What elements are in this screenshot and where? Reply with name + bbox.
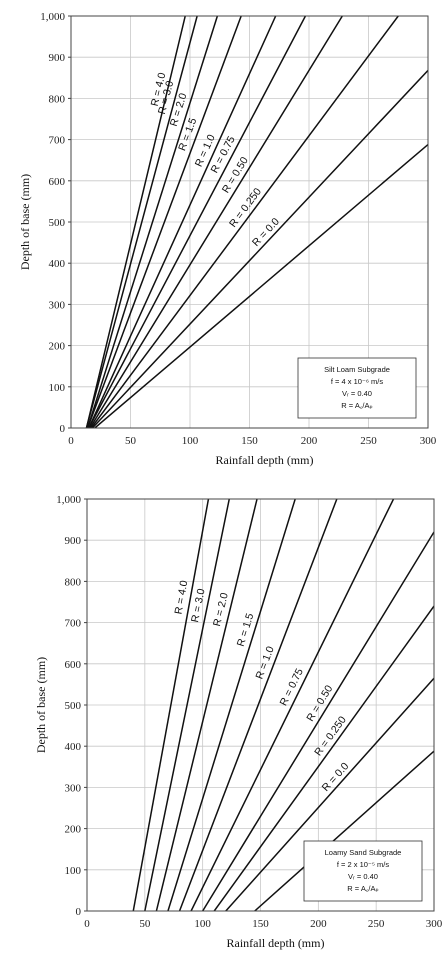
annotation-line: Vᵣ = 0.40 <box>342 389 372 398</box>
x-tick-label: 50 <box>125 435 137 447</box>
y-tick-label: 1,000 <box>56 494 81 506</box>
series-line <box>86 16 219 428</box>
y-tick-label: 900 <box>65 535 82 547</box>
series-label: R = 0.250 <box>227 186 264 230</box>
series-label: R = 0.250 <box>312 714 349 758</box>
series-line <box>89 16 343 428</box>
x-tick-label: 150 <box>241 435 258 447</box>
y-tick-label: 600 <box>65 659 82 671</box>
series-label: R = 1.0 <box>253 644 276 680</box>
series-line <box>88 16 307 428</box>
y-tick-label: 100 <box>65 865 82 877</box>
y-tick-label: 200 <box>65 824 82 836</box>
y-tick-label: 1,000 <box>40 11 65 23</box>
annotation-box-frame <box>303 840 423 902</box>
series-line <box>88 16 277 428</box>
annotation-line: R = A꜀/Aₚ <box>347 884 378 893</box>
annotation-line: f = 4 x 10⁻⁶ m/s <box>331 377 384 386</box>
series-label: R = 2.0 <box>211 591 231 627</box>
y-tick-label: 100 <box>49 382 66 394</box>
chart-panel-2: 0 50 100 150 200 250 300 0 100 200 300 400 500 600 700… <box>34 494 443 950</box>
series-line <box>91 69 428 428</box>
series-line <box>202 531 434 911</box>
y-tick-label: 300 <box>65 782 82 794</box>
x-axis-title: Rainfall depth (mm) <box>216 453 314 467</box>
series-line <box>132 499 210 911</box>
plot-frame <box>86 498 435 912</box>
x-tick-label: 0 <box>84 918 90 930</box>
x-tick-label: 100 <box>194 918 211 930</box>
series-line <box>144 499 231 911</box>
y-tick-label: 800 <box>65 576 82 588</box>
x-tick-label: 0 <box>68 435 74 447</box>
y-tick-label: 800 <box>49 93 66 105</box>
y-tick-label: 400 <box>65 741 82 753</box>
plot-frame <box>70 15 429 429</box>
annotation-line: Loamy Sand Subgrade <box>325 848 402 857</box>
series-line <box>86 16 242 428</box>
annotation-line: Silt Loam Subgrade <box>324 365 390 374</box>
y-tick-label: 200 <box>49 341 66 353</box>
series-label: R = 1.5 <box>235 612 257 648</box>
x-tick-label: 250 <box>360 435 377 447</box>
annotation-line: Vᵣ = 0.40 <box>348 872 378 881</box>
series-group <box>85 16 428 428</box>
x-tick-label: 250 <box>368 918 385 930</box>
series-line <box>85 16 186 428</box>
x-tick-label: 50 <box>139 918 151 930</box>
y-axis-title: Depth of base (mm) <box>34 657 48 753</box>
y-tick-label: 700 <box>65 618 82 630</box>
annotation-box: Loamy Sand Subgrade f = 2 x 10⁻⁵ m/s Vᵣ = … <box>303 840 423 902</box>
x-tick-label: 100 <box>182 435 199 447</box>
y-tick-label: 900 <box>49 52 66 64</box>
series-line <box>190 499 395 911</box>
annotation-line: f = 2 x 10⁻⁵ m/s <box>337 860 390 869</box>
y-tick-label: 700 <box>49 135 66 147</box>
annotation-box: Silt Loam Subgrade f = 4 x 10⁻⁶ m/s Vᵣ = 0… <box>297 357 417 419</box>
x-tick-label: 300 <box>426 918 443 930</box>
series-line <box>254 750 434 911</box>
series-line <box>213 605 434 911</box>
series-line <box>90 16 399 428</box>
series-line <box>85 16 198 428</box>
annotation-box-frame <box>297 357 417 419</box>
x-axis-title: Rainfall depth (mm) <box>227 936 325 950</box>
x-tick-label: 300 <box>420 435 437 447</box>
series-line <box>178 499 338 911</box>
x-tick-label: 200 <box>310 918 327 930</box>
series-line <box>94 143 428 428</box>
x-tick-label: 200 <box>301 435 318 447</box>
series-line <box>167 499 296 911</box>
annotation-line: R = A꜀/Aₚ <box>341 401 372 410</box>
y-tick-label: 500 <box>65 700 82 712</box>
y-tick-label: 400 <box>49 258 66 270</box>
y-tick-label: 0 <box>60 423 66 435</box>
y-axis-title: Depth of base (mm) <box>18 174 32 270</box>
series-group <box>132 499 434 911</box>
y-tick-label: 0 <box>76 906 82 918</box>
y-tick-label: 600 <box>49 176 66 188</box>
y-tick-label: 500 <box>49 217 66 229</box>
series-line <box>225 677 434 911</box>
series-line <box>155 499 258 911</box>
chart-panel-1: 0 50 100 150 200 250 300 0 100 200 300 400 500 600 700… <box>18 11 437 467</box>
x-tick-label: 150 <box>252 918 269 930</box>
y-tick-label: 300 <box>49 299 66 311</box>
